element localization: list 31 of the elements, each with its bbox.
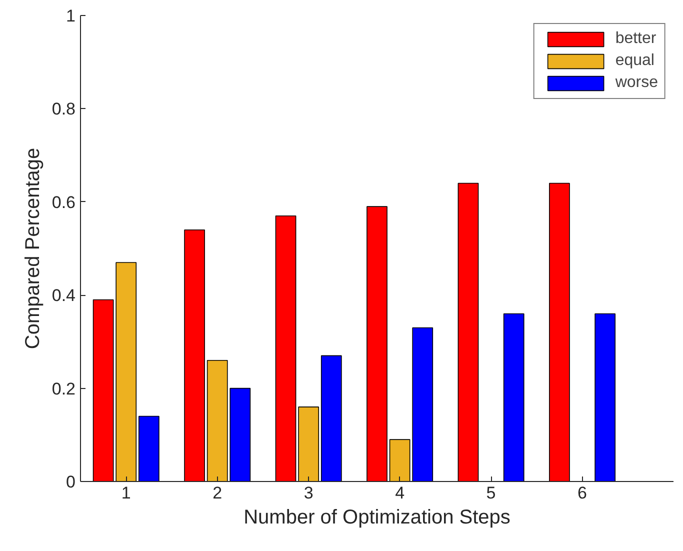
x-tick-label: 4 — [395, 484, 405, 502]
bar — [275, 215, 296, 482]
bar — [320, 355, 342, 482]
bar — [412, 327, 434, 482]
x-tick-label: 3 — [304, 484, 314, 502]
legend-label: better — [615, 30, 656, 48]
bar — [184, 229, 205, 482]
y-tick-label: 0.2 — [52, 379, 76, 398]
y-tick-label: 0.4 — [52, 286, 76, 306]
bar — [138, 416, 160, 482]
bar — [116, 262, 137, 482]
legend-label: equal — [615, 52, 654, 70]
x-tick-label: 6 — [578, 484, 588, 502]
bar — [389, 439, 410, 482]
bar — [503, 313, 524, 482]
y-axis-title: Compared Percentage — [22, 148, 44, 350]
x-axis-title: Number of Optimization Steps — [244, 506, 510, 528]
bar — [92, 299, 114, 482]
x-tick-label: 5 — [486, 484, 496, 502]
bar — [298, 406, 320, 482]
y-tick-label: 0.6 — [52, 192, 76, 212]
bar — [594, 313, 616, 482]
bar — [549, 182, 570, 482]
y-tick-label: 0 — [66, 472, 76, 492]
y-tick-label: 1 — [66, 6, 76, 26]
bar — [366, 206, 388, 482]
x-tick-label: 2 — [212, 484, 222, 502]
bar — [458, 182, 479, 482]
y-tick-label: 0.8 — [52, 100, 76, 119]
x-tick-label: 1 — [121, 484, 131, 502]
legend-label: worse — [615, 74, 658, 92]
